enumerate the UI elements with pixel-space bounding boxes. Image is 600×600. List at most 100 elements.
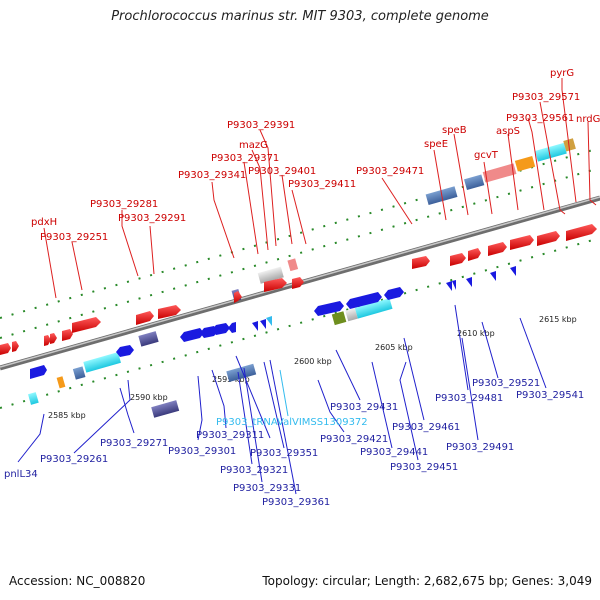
gene-arrow xyxy=(228,322,236,333)
gene-label[interactable]: P9303_29451 xyxy=(390,462,458,473)
gene-arrow xyxy=(212,323,230,335)
gene-label[interactable]: P9303_29261 xyxy=(40,454,108,465)
gene-label[interactable]: P9303_29441 xyxy=(360,447,428,458)
gene-arrow xyxy=(252,321,258,331)
gene-arrow xyxy=(466,277,472,287)
gene-label[interactable]: P9303_29371 xyxy=(211,153,279,164)
gene-label[interactable]: P9303_29571 xyxy=(512,92,580,103)
gene-label[interactable]: P9303_29351 xyxy=(250,448,318,459)
gene-arrow xyxy=(314,301,344,316)
gene-arrow xyxy=(0,343,11,355)
gene-label[interactable]: P9303_29311 xyxy=(196,430,264,441)
gene-label[interactable]: pdxH xyxy=(31,217,57,228)
gene-label[interactable]: P9303_29461 xyxy=(392,422,460,433)
reverse-leader-lines xyxy=(17,304,547,495)
gene-block xyxy=(28,392,39,405)
scale-tick: 2615 kbp xyxy=(539,315,577,324)
gene-label[interactable]: P9303_29341 xyxy=(178,170,246,181)
gene-label[interactable]: aspS xyxy=(496,126,520,137)
gene-label[interactable]: mazG xyxy=(239,140,268,151)
gene-block xyxy=(257,266,284,284)
gene-arrow xyxy=(292,277,304,289)
gene-block xyxy=(563,138,576,152)
gene-label[interactable]: P9303_29561 xyxy=(506,113,574,124)
gene-label[interactable]: P9303_29291 xyxy=(118,213,186,224)
gene-label[interactable]: P9303_29421 xyxy=(320,434,388,445)
gene-label[interactable]: P9303_29431 xyxy=(330,402,398,413)
gene-block xyxy=(463,174,485,191)
gene-arrow xyxy=(158,305,181,319)
gene-label[interactable]: P9303_29251 xyxy=(40,232,108,243)
gene-label[interactable]: P9303_29361 xyxy=(262,497,330,508)
gene-arrow xyxy=(384,287,404,300)
gene-arrow xyxy=(180,328,204,342)
gene-label[interactable]: nrdG xyxy=(576,114,600,125)
gene-arrow xyxy=(12,341,19,352)
gene-block xyxy=(514,155,536,172)
gene-label[interactable]: gcvT xyxy=(474,150,499,161)
gene-arrow xyxy=(50,333,57,344)
gene-arrow xyxy=(468,248,481,261)
gene-block xyxy=(331,311,347,326)
gene-label[interactable]: P9303_tRNAValVIMSS1309372 xyxy=(216,417,368,428)
gene-label[interactable]: P9303_29301 xyxy=(168,446,236,457)
gene-block xyxy=(83,352,121,373)
gene-arrow xyxy=(264,278,287,292)
gene-label[interactable]: P9303_29271 xyxy=(100,438,168,449)
gene-arrow xyxy=(446,281,452,291)
gene-label[interactable]: P9303_29521 xyxy=(472,378,540,389)
gene-arrow xyxy=(116,345,134,357)
trna-arrow xyxy=(266,316,272,326)
gene-label[interactable]: P9303_29331 xyxy=(233,483,301,494)
accession-text: Accession: NC_008820 xyxy=(9,574,146,588)
gene-arrow xyxy=(450,253,466,266)
gene-block xyxy=(354,298,393,319)
gene-label[interactable]: P9303_29491 xyxy=(446,442,514,453)
gene-arrow xyxy=(136,311,154,325)
gene-label[interactable]: P9303_29541 xyxy=(516,390,584,401)
gene-arrow xyxy=(260,319,266,329)
gene-arrow xyxy=(72,317,101,333)
gene-label[interactable]: P9303_29321 xyxy=(220,465,288,476)
gene-block xyxy=(345,308,358,322)
gene-block xyxy=(56,376,66,389)
trna-leader-line xyxy=(279,369,289,417)
gene-arrow xyxy=(510,266,516,276)
gene-arrow xyxy=(234,291,242,303)
gene-arrow xyxy=(62,329,73,341)
gene-arrow xyxy=(510,235,534,250)
gene-label[interactable]: P9303_29391 xyxy=(227,120,295,131)
gene-label[interactable]: P9303_29481 xyxy=(435,393,503,404)
genome-title: Prochlorococcus marinus str. MIT 9303, c… xyxy=(111,9,489,24)
gene-label[interactable]: speE xyxy=(424,139,448,150)
gene-label[interactable]: P9303_29281 xyxy=(90,199,158,210)
reverse-labels: P9303_29541 P9303_29521 P9303_29481 P930… xyxy=(4,378,584,508)
gene-block xyxy=(482,163,517,183)
gene-arrow xyxy=(30,365,47,379)
gene-label[interactable]: P9303_29471 xyxy=(356,166,424,177)
forward-leader-lines xyxy=(43,78,597,299)
gene-arrow xyxy=(566,224,597,241)
gene-label[interactable]: speB xyxy=(442,125,467,136)
scale-tick: 2590 kbp xyxy=(130,393,168,402)
scale-tick: 2610 kbp xyxy=(457,329,495,338)
gene-label[interactable]: pyrG xyxy=(550,68,574,79)
gene-label[interactable]: P9303_29411 xyxy=(288,179,356,190)
gene-block xyxy=(151,400,180,418)
gene-arrow xyxy=(44,335,51,346)
gene-label[interactable]: pnlL34 xyxy=(4,469,38,480)
gene-block xyxy=(226,363,257,382)
gene-arrow xyxy=(452,280,456,290)
forward-genes xyxy=(0,138,597,405)
tick-track-upper xyxy=(0,167,600,339)
gene-arrow xyxy=(488,242,507,256)
gene-arrow xyxy=(346,292,382,309)
gene-block xyxy=(534,142,567,162)
forward-labels: pyrG P9303_29571 nrdG P9303_29561 aspS P… xyxy=(31,68,600,243)
genome-summary-text: Topology: circular; Length: 2,682,675 bp… xyxy=(262,574,592,588)
gene-arrow xyxy=(412,256,430,269)
gene-label[interactable]: P9303_29401 xyxy=(248,166,316,177)
scale-tick: 2585 kbp xyxy=(48,411,86,420)
